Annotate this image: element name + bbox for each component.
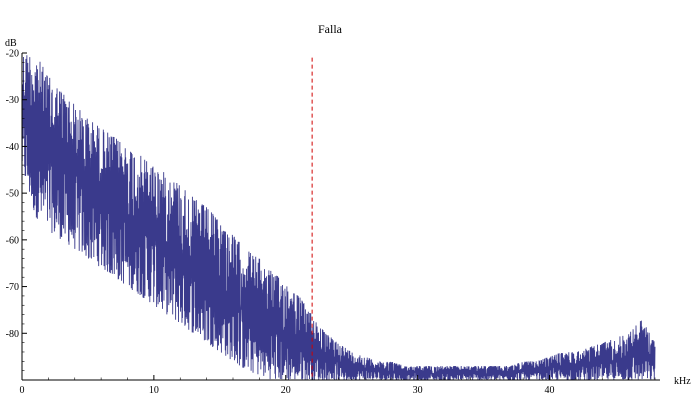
x-tick-label: 40 [545,385,555,396]
y-ticks: -20 -30 -40 -50 -60 -70 -80 [6,49,27,371]
y-tick-label: -70 [6,282,19,293]
y-tick-label: -50 [6,189,19,200]
axes: -20 -30 -40 -50 -60 -70 -80 0 10 20 30 40 dB kHz [5,38,691,396]
y-tick-label: -40 [6,142,19,153]
y-tick-label: -20 [6,49,19,60]
x-tick-label: 0 [20,385,25,396]
x-axis-label: kHz [674,376,691,387]
y-tick-label: -30 [6,95,19,106]
x-ticks: 0 10 20 30 40 [20,375,656,396]
x-tick-label: 30 [413,385,423,396]
y-axis-label: dB [5,38,17,49]
x-tick-label: 20 [281,385,291,396]
series-layer [22,55,656,380]
spectrum-series-line [22,55,656,380]
y-tick-label: -80 [6,329,19,340]
plot-area [22,55,656,380]
y-tick-label: -60 [6,235,19,246]
chart-title: Falla [318,22,343,36]
x-tick-label: 10 [149,385,159,396]
